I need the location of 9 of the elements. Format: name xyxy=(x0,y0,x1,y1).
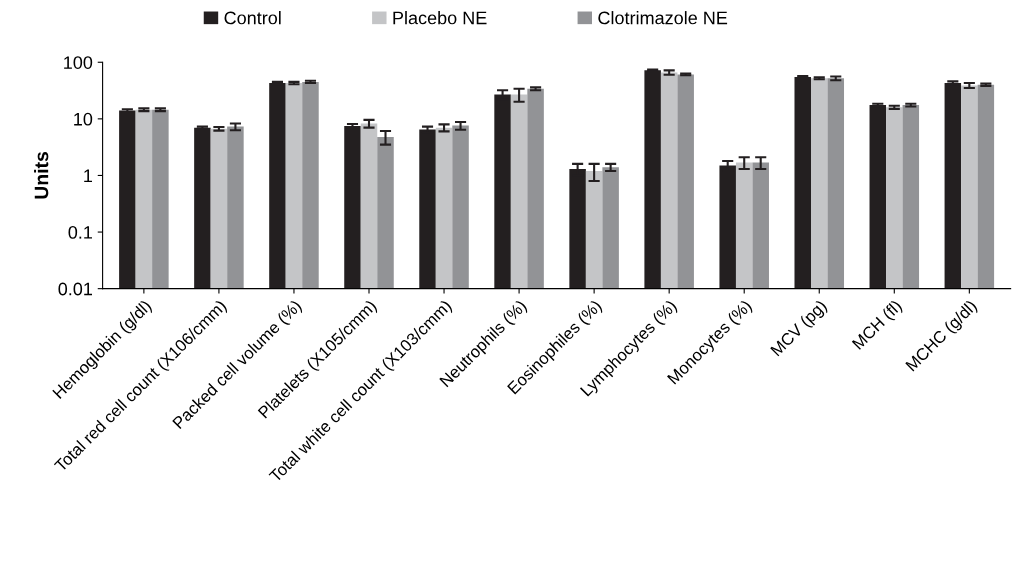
y-tick-label: 1 xyxy=(84,169,92,182)
legend-label: Control xyxy=(224,11,281,25)
legend-label: Placebo NE xyxy=(393,11,487,25)
y-axis-title: Units xyxy=(34,151,49,199)
y-tick-label: 0.1 xyxy=(68,225,92,239)
y-tick-label: 10 xyxy=(74,112,93,126)
y-tick-label: 0.01 xyxy=(58,282,92,296)
y-tick-label: 100 xyxy=(64,56,93,69)
legend-label: Clotrimazole NE xyxy=(598,11,728,25)
